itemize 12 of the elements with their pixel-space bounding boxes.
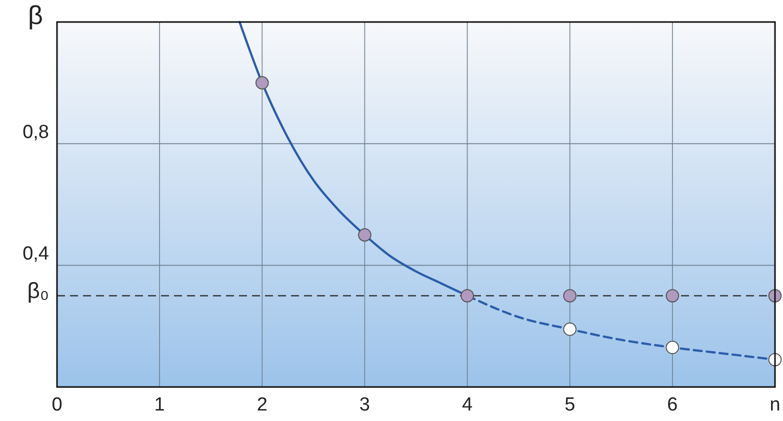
x-tick-label: 1 bbox=[154, 394, 165, 416]
x-tick-label: 6 bbox=[667, 394, 678, 416]
x-tick-label: 2 bbox=[256, 394, 268, 416]
x-tick-label: 5 bbox=[564, 394, 576, 416]
x-tick-label: 4 bbox=[462, 394, 473, 416]
y-tick-label: 0,4 bbox=[22, 244, 50, 265]
x-tick-label: n bbox=[770, 394, 780, 416]
x-tick-label: 3 bbox=[359, 394, 370, 416]
y-axis-title: β bbox=[28, 0, 43, 30]
x-tick-label: 0 bbox=[52, 394, 62, 416]
y-tick-label: 0,8 bbox=[22, 122, 49, 143]
ref-line-label: β₀ bbox=[27, 278, 49, 303]
